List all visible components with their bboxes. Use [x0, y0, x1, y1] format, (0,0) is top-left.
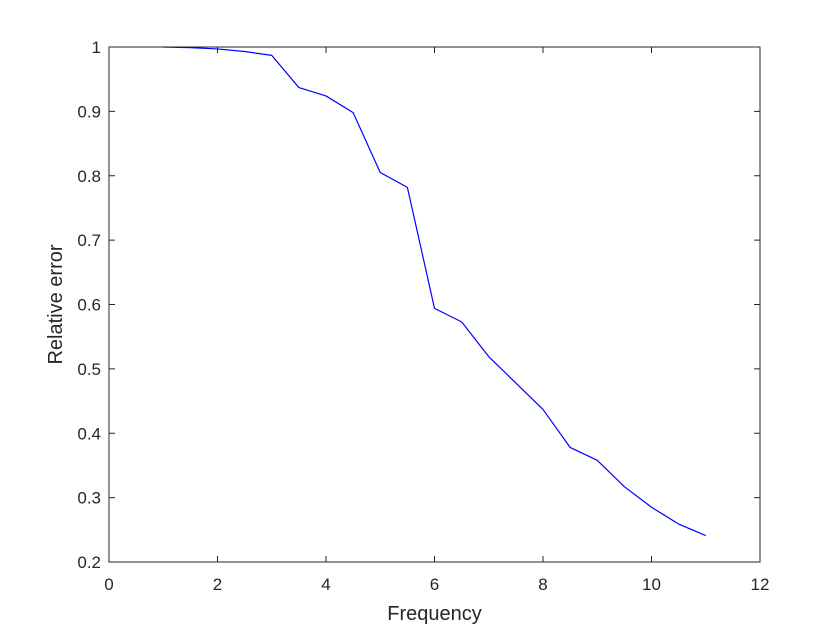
y-tick-label: 0.6 [77, 296, 101, 315]
x-tick-label: 2 [213, 575, 222, 594]
y-tick-label: 0.5 [77, 360, 101, 379]
y-tick-label: 1 [92, 38, 101, 57]
x-tick-label: 10 [642, 575, 661, 594]
x-tick-label: 6 [430, 575, 439, 594]
plot-background [109, 47, 760, 562]
y-tick-label: 0.7 [77, 231, 101, 250]
y-tick-label: 0.8 [77, 167, 101, 186]
y-tick-label: 0.4 [77, 424, 101, 443]
y-tick-label: 0.3 [77, 489, 101, 508]
y-axis-label: Relative error [45, 244, 67, 364]
y-tick-label: 0.2 [77, 553, 101, 572]
x-tick-label: 0 [104, 575, 113, 594]
series-layer [163, 46, 706, 537]
x-ticks: 0 2 4 6 8 10 12 [104, 47, 769, 594]
y-tick-label: 0.9 [77, 102, 101, 121]
x-tick-label: 8 [538, 575, 547, 594]
x-axis-label: Frequency [387, 603, 482, 625]
x-tick-label: 12 [751, 575, 770, 594]
y-ticks: 0.2 0.3 0.4 0.5 0.6 0.7 0.8 0.9 1 [77, 38, 760, 572]
x-tick-label: 4 [321, 575, 330, 594]
series-line [163, 46, 706, 537]
